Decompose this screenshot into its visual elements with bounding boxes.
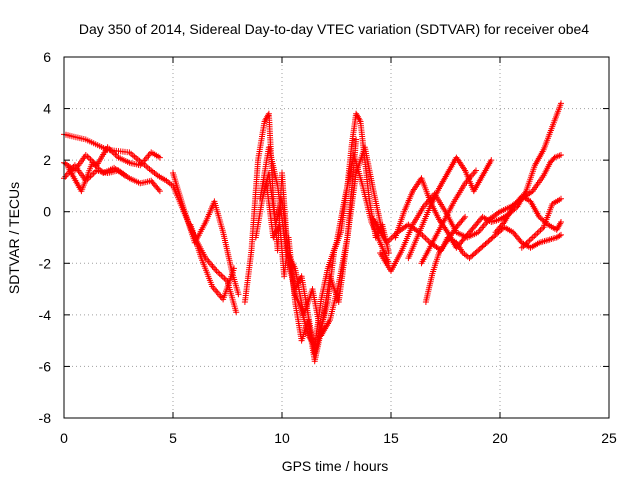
y-tick-label: 4 bbox=[43, 101, 51, 117]
y-tick-label: 2 bbox=[43, 152, 51, 168]
series-markers-s16 bbox=[422, 213, 469, 305]
axis-ticks bbox=[63, 56, 610, 419]
plot-frame bbox=[63, 56, 610, 419]
series-s6 bbox=[187, 221, 237, 303]
y-tick-label: 6 bbox=[43, 49, 51, 65]
tick-labels: 0 5 10 15 20 25 -8 -6 -4 -2 0 2 4 6 bbox=[39, 49, 617, 446]
y-axis-label: SDTVAR / TECUs bbox=[6, 182, 22, 294]
x-tick-label: 20 bbox=[492, 430, 508, 446]
series-s14 bbox=[405, 154, 495, 262]
x-axis-label: GPS time / hours bbox=[282, 458, 389, 474]
series-s18 bbox=[518, 195, 564, 251]
y-tick-label: -4 bbox=[39, 307, 52, 323]
y-tick-label: -2 bbox=[39, 255, 52, 271]
x-tick-label: 10 bbox=[274, 430, 290, 446]
series-markers-s13 bbox=[392, 100, 564, 251]
series-s16 bbox=[422, 213, 469, 305]
x-tick-label: 25 bbox=[601, 430, 617, 446]
series-markers-s4 bbox=[65, 159, 128, 195]
series-markers-s6 bbox=[187, 221, 237, 303]
series-markers-s10 bbox=[257, 136, 360, 339]
series-markers-s18 bbox=[518, 195, 564, 251]
series-s4 bbox=[65, 159, 128, 195]
series-markers-s14 bbox=[405, 154, 495, 262]
chart-title: Day 350 of 2014, Sidereal Day-to-day VTE… bbox=[79, 21, 589, 37]
y-tick-label: -6 bbox=[39, 358, 52, 374]
x-tick-label: 5 bbox=[169, 430, 177, 446]
series-s10 bbox=[257, 136, 360, 339]
series-s13 bbox=[392, 100, 564, 251]
y-tick-label: 0 bbox=[43, 204, 51, 220]
series-s15 bbox=[418, 167, 479, 267]
data-markers bbox=[61, 100, 564, 365]
x-tick-label: 0 bbox=[60, 430, 68, 446]
series-markers-s15 bbox=[418, 167, 479, 267]
x-tick-label: 15 bbox=[383, 430, 399, 446]
y-tick-label: -8 bbox=[39, 410, 52, 426]
